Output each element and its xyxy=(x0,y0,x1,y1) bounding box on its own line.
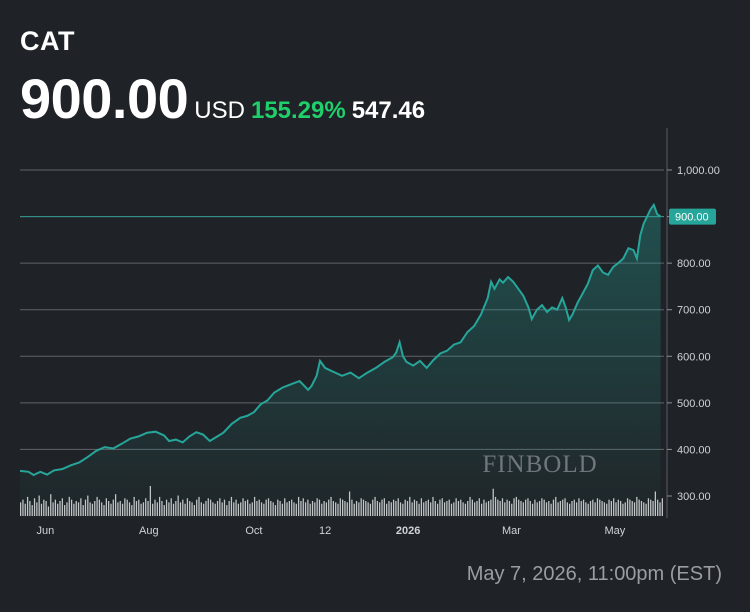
y-tick-label: 500.00 xyxy=(677,398,711,410)
y-tick-label: 600.00 xyxy=(677,351,711,363)
x-tick-label: Oct xyxy=(245,525,262,537)
last-price-label: 900.00 xyxy=(675,212,709,224)
x-tick-label: Mar xyxy=(502,525,521,537)
last-price-marker: 900.00 xyxy=(20,208,716,225)
finbold-watermark: FINBOLD xyxy=(482,451,597,478)
timestamp: May 7, 2026, 11:00pm (EST) xyxy=(466,563,722,585)
volume-bar xyxy=(661,498,663,516)
price-area xyxy=(20,204,661,518)
x-tick-label: Aug xyxy=(139,525,159,537)
ticker-symbol: CAT xyxy=(20,26,75,56)
x-tick-label: Jun xyxy=(37,525,55,537)
price-line xyxy=(19,202,662,477)
y-tick-label: 1,000.00 xyxy=(677,165,720,177)
percent-change: 155.29% xyxy=(250,97,346,124)
price-row: 900.00 USD 155.29% 547.46 xyxy=(20,66,425,131)
last-price-badge xyxy=(669,208,716,225)
x-axis-ticks: Jun Aug Oct 12 2026 Mar May xyxy=(37,525,626,537)
y-axis-ticks: 1,000.00 800.00 700.00 600.00 500.00 400.00 30… xyxy=(667,165,720,503)
y-tick-label: 400.00 xyxy=(677,444,711,456)
x-tick-label: 12 xyxy=(319,525,331,537)
currency-label: USD xyxy=(194,97,245,124)
current-price: 900.00 xyxy=(20,67,189,130)
y-tick-label: 800.00 xyxy=(677,258,711,270)
x-tick-label: May xyxy=(605,525,626,537)
absolute-change: 547.46 xyxy=(351,97,426,124)
y-tick-label: 300.00 xyxy=(677,491,711,503)
x-tick-label: 2026 xyxy=(396,525,420,537)
y-tick-label: 700.00 xyxy=(677,305,711,317)
